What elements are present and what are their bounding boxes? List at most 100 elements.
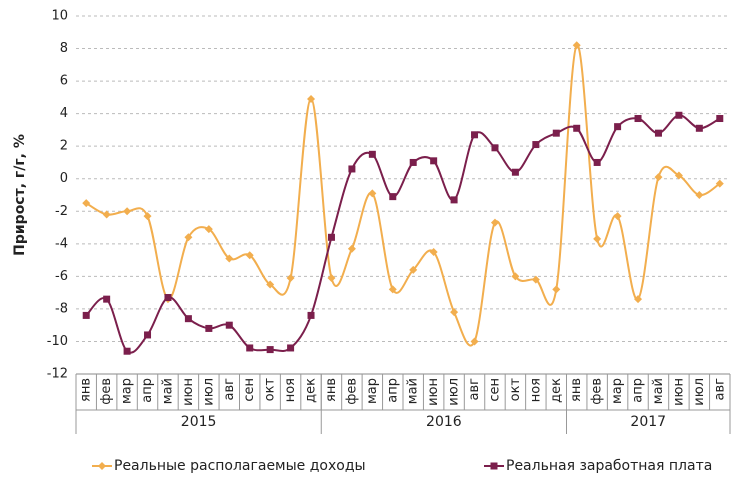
point <box>654 173 663 182</box>
point <box>184 233 193 242</box>
x-tick-label: июл <box>201 378 216 406</box>
point <box>716 115 724 123</box>
point <box>532 141 540 149</box>
x-tick-label: июл <box>692 378 707 406</box>
point <box>245 251 254 260</box>
x-tick-label: май <box>406 378 421 404</box>
point <box>204 225 213 234</box>
legend-marker <box>98 462 106 470</box>
x-tick-label: июн <box>181 378 196 406</box>
point <box>368 150 376 158</box>
y-tick-label: 0 <box>60 171 68 186</box>
point <box>225 321 233 329</box>
point <box>225 254 234 263</box>
point <box>593 158 601 166</box>
point <box>144 331 152 339</box>
x-tick-label: окт <box>508 378 523 402</box>
x-tick-label: авг <box>467 378 482 401</box>
point <box>450 196 458 204</box>
point <box>103 295 111 303</box>
point <box>552 129 560 137</box>
x-tick-label: май <box>160 378 175 404</box>
point <box>450 308 459 317</box>
point <box>470 337 479 346</box>
legend-label: Реальные располагаемые доходы <box>114 458 366 474</box>
point <box>123 347 131 355</box>
point <box>491 144 499 152</box>
x-tick-label: дек <box>549 378 564 403</box>
point <box>511 272 520 281</box>
point <box>409 158 417 166</box>
x-tick-label: июн <box>671 378 686 406</box>
x-tick-label: фев <box>344 378 359 405</box>
legend-label: Реальная заработная плата <box>506 458 712 474</box>
y-tick-label: -10 <box>47 334 68 349</box>
x-tick-label: апр <box>631 378 646 403</box>
point <box>164 294 172 302</box>
series-line <box>85 44 721 347</box>
legend-marker <box>490 462 498 470</box>
point <box>286 273 295 282</box>
group-label: 2016 <box>426 414 462 430</box>
point <box>613 212 622 221</box>
x-tick-label: ноя <box>528 378 543 402</box>
point <box>675 111 683 119</box>
x-tick-label: июл <box>447 378 462 406</box>
point <box>327 233 335 241</box>
point <box>552 285 561 294</box>
x-tick-label: июн <box>426 378 441 406</box>
y-tick-label: -8 <box>55 301 68 316</box>
x-tick-label: ноя <box>283 378 298 402</box>
point <box>123 207 132 216</box>
y-tick-label: 4 <box>60 106 68 121</box>
point <box>266 346 274 354</box>
y-tick-label: -4 <box>55 236 68 251</box>
point <box>614 123 622 131</box>
x-tick-label: май <box>651 378 666 404</box>
y-tick-label: -6 <box>55 269 68 284</box>
point <box>471 131 479 139</box>
y-tick-label: 8 <box>60 41 68 56</box>
x-tick-label: фев <box>99 378 114 405</box>
x-tick-label: фев <box>590 378 605 405</box>
x-tick-label: апр <box>140 378 155 403</box>
x-tick-label: мар <box>120 378 135 404</box>
point <box>184 315 192 323</box>
group-label: 2015 <box>181 414 217 430</box>
point <box>634 115 642 123</box>
point <box>327 273 336 282</box>
point <box>695 191 704 199</box>
point <box>429 247 438 256</box>
y-tick-label: -12 <box>47 367 68 382</box>
x-tick-label: окт <box>263 378 278 402</box>
x-tick-label: мар <box>365 378 380 404</box>
point <box>368 189 377 198</box>
point <box>531 275 540 284</box>
point <box>634 295 643 304</box>
y-tick-label: 2 <box>60 139 68 154</box>
point <box>347 244 356 253</box>
point <box>573 124 581 132</box>
y-axis-label: Прирост, г/г, % <box>12 134 28 256</box>
point <box>654 129 662 137</box>
x-tick-label: дек <box>304 378 319 403</box>
point <box>82 311 90 319</box>
point <box>490 218 499 227</box>
series-line <box>85 114 721 354</box>
point <box>695 124 703 132</box>
point <box>572 41 581 50</box>
point <box>205 324 213 332</box>
x-tick-label: янв <box>324 378 339 402</box>
group-label: 2017 <box>630 414 666 430</box>
point <box>82 199 91 208</box>
point <box>593 234 602 243</box>
point <box>511 168 519 176</box>
point <box>674 171 683 180</box>
point <box>389 193 397 201</box>
point <box>307 94 316 103</box>
x-tick-label: сен <box>487 378 502 402</box>
y-tick-label: 6 <box>60 74 68 89</box>
x-tick-label: сен <box>242 378 257 402</box>
x-tick-label: янв <box>569 378 584 402</box>
point <box>388 285 397 294</box>
